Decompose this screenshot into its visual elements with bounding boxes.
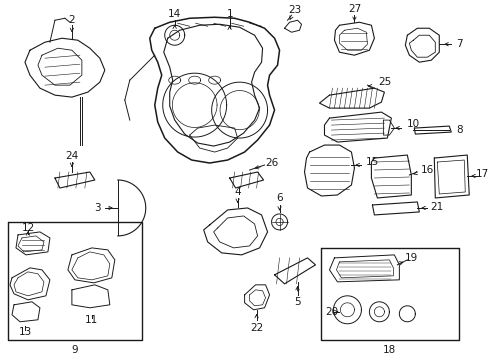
Text: 2: 2: [68, 15, 75, 25]
Text: 25: 25: [377, 77, 390, 87]
Text: 10: 10: [406, 119, 419, 129]
Text: 3: 3: [94, 203, 101, 213]
Text: 24: 24: [65, 151, 79, 161]
Text: 4: 4: [234, 187, 241, 197]
Text: 19: 19: [404, 253, 417, 263]
Text: 23: 23: [287, 5, 301, 15]
Text: 11: 11: [85, 315, 98, 325]
Text: 18: 18: [382, 345, 395, 355]
Text: 15: 15: [365, 157, 378, 167]
Text: 7: 7: [455, 39, 462, 49]
Text: 27: 27: [347, 4, 360, 14]
Text: 14: 14: [168, 9, 181, 19]
Text: 21: 21: [430, 202, 443, 212]
Text: 5: 5: [294, 297, 300, 307]
Text: 12: 12: [21, 223, 35, 233]
Text: 8: 8: [455, 125, 462, 135]
Text: 9: 9: [71, 345, 78, 355]
Text: 1: 1: [226, 9, 232, 19]
Text: 17: 17: [475, 169, 488, 179]
Text: 13: 13: [18, 327, 32, 337]
Text: 16: 16: [420, 165, 433, 175]
Text: 22: 22: [249, 323, 263, 333]
Text: 20: 20: [324, 307, 337, 317]
Text: 26: 26: [264, 158, 278, 168]
Text: 6: 6: [276, 193, 282, 203]
